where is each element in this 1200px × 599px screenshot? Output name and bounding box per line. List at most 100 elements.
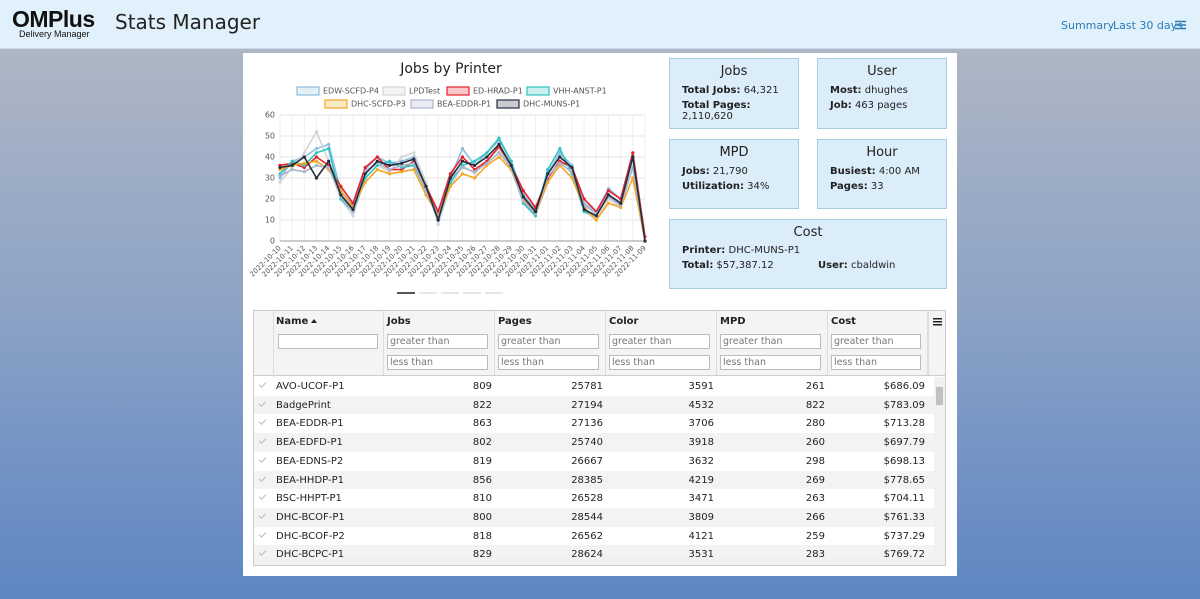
table-cell: 3632 [606,452,717,471]
point [570,166,573,169]
point [412,158,415,161]
point [376,155,379,158]
filter-input[interactable]: greater than [609,334,710,349]
point [291,160,294,163]
table-cell: 261 [717,377,828,396]
scroll-thumb [936,387,943,405]
point [522,189,525,192]
card-label: Total: [682,260,713,271]
filter-input[interactable]: less than [498,355,599,370]
card-value: 21,790 [713,166,748,177]
table-cell: 26528 [495,489,606,508]
y-tick-label: 20 [265,195,275,204]
point [327,143,330,146]
point [351,208,354,211]
card: User Most: dhughes Job: 463 pages [817,58,947,129]
point [315,160,318,163]
table-cell: $713.28 [828,414,928,433]
table-cell: 809 [384,377,495,396]
point [315,176,318,179]
table-cell: 27136 [495,414,606,433]
nav-link[interactable]: Summary [1061,19,1114,32]
point [315,164,318,167]
point [595,214,598,217]
filter-input[interactable]: less than [720,355,821,370]
card-label: Jobs: [682,166,710,177]
table-cell: 822 [717,396,828,415]
scrollbar [934,377,945,565]
card: Hour Busiest: 4:00 AM Pages: 33 [817,139,947,209]
legend-label: VHH-ANST-P1 [553,87,607,96]
point [510,164,513,167]
point [291,164,294,167]
point [303,170,306,173]
filter-input[interactable]: less than [387,355,488,370]
point [558,147,561,150]
point [315,147,318,150]
nav-link[interactable]: Last 30 days [1113,19,1183,32]
point [497,137,500,140]
filter-input[interactable]: greater than [387,334,488,349]
filter-input[interactable]: greater than [720,334,821,349]
point [388,164,391,167]
table-cell: 27194 [495,396,606,415]
legend-label: BEA-EDDR-P1 [437,100,491,109]
point [595,218,598,221]
table-cell: 260 [717,433,828,452]
point [497,143,500,146]
point [607,193,610,196]
table-cell: $697.79 [828,433,928,452]
card-title: MPD [670,145,798,160]
filter-input[interactable]: less than [609,355,710,370]
point [485,155,488,158]
table-cell: BEA-EDNS-P2 [273,452,384,471]
point [400,162,403,165]
card-title: Jobs [670,64,798,79]
point [278,181,281,184]
filter-input[interactable]: less than [831,355,921,370]
table-cell: 818 [384,527,495,546]
card-label: Total Pages: [682,100,751,111]
card-value: dhughes [865,85,908,96]
filter-input[interactable] [278,334,378,349]
point [449,185,452,188]
point [461,147,464,150]
table-cell: 819 [384,452,495,471]
point [449,172,452,175]
point [473,160,476,163]
point [412,151,415,154]
table-cell: 25781 [495,377,606,396]
table-cell: 4219 [606,471,717,490]
table-cell: AVO-UCOF-P1 [273,377,384,396]
table-cell: $737.29 [828,527,928,546]
chart: Jobs by Printer 01020304050602022-10-102… [243,53,663,303]
table-cell: BEA-EDDR-P1 [273,414,384,433]
card-label: Pages: [830,181,868,192]
table-cell: 810 [384,489,495,508]
data-table: NameJobsgreater thanless thanPagesgreate… [253,310,946,566]
point [437,223,440,226]
point [315,155,318,158]
point [449,176,452,179]
point [327,147,330,150]
table-cell: 280 [717,414,828,433]
menu-icon[interactable] [1175,20,1186,30]
table-cell: $704.11 [828,489,928,508]
table-cell: $761.33 [828,508,928,527]
grid-menu[interactable] [928,311,946,375]
table-cell: $698.13 [828,452,928,471]
card: Cost Printer: DHC-MUNS-P1 Total: $57,387… [669,219,947,289]
table-cell: 3706 [606,414,717,433]
table-cell: DHC-BCOF-P2 [273,527,384,546]
filter-input[interactable]: greater than [498,334,599,349]
table-cell: 3591 [606,377,717,396]
card-value: 4:00 AM [879,166,920,177]
table-cell: 863 [384,414,495,433]
card-title: User [818,64,946,79]
legend-swatch [383,87,405,95]
point [278,166,281,169]
legend-label: EDW-SCFD-P4 [323,87,379,96]
card-title: Cost [670,225,946,240]
point [364,166,367,169]
filter-input[interactable]: greater than [831,334,921,349]
